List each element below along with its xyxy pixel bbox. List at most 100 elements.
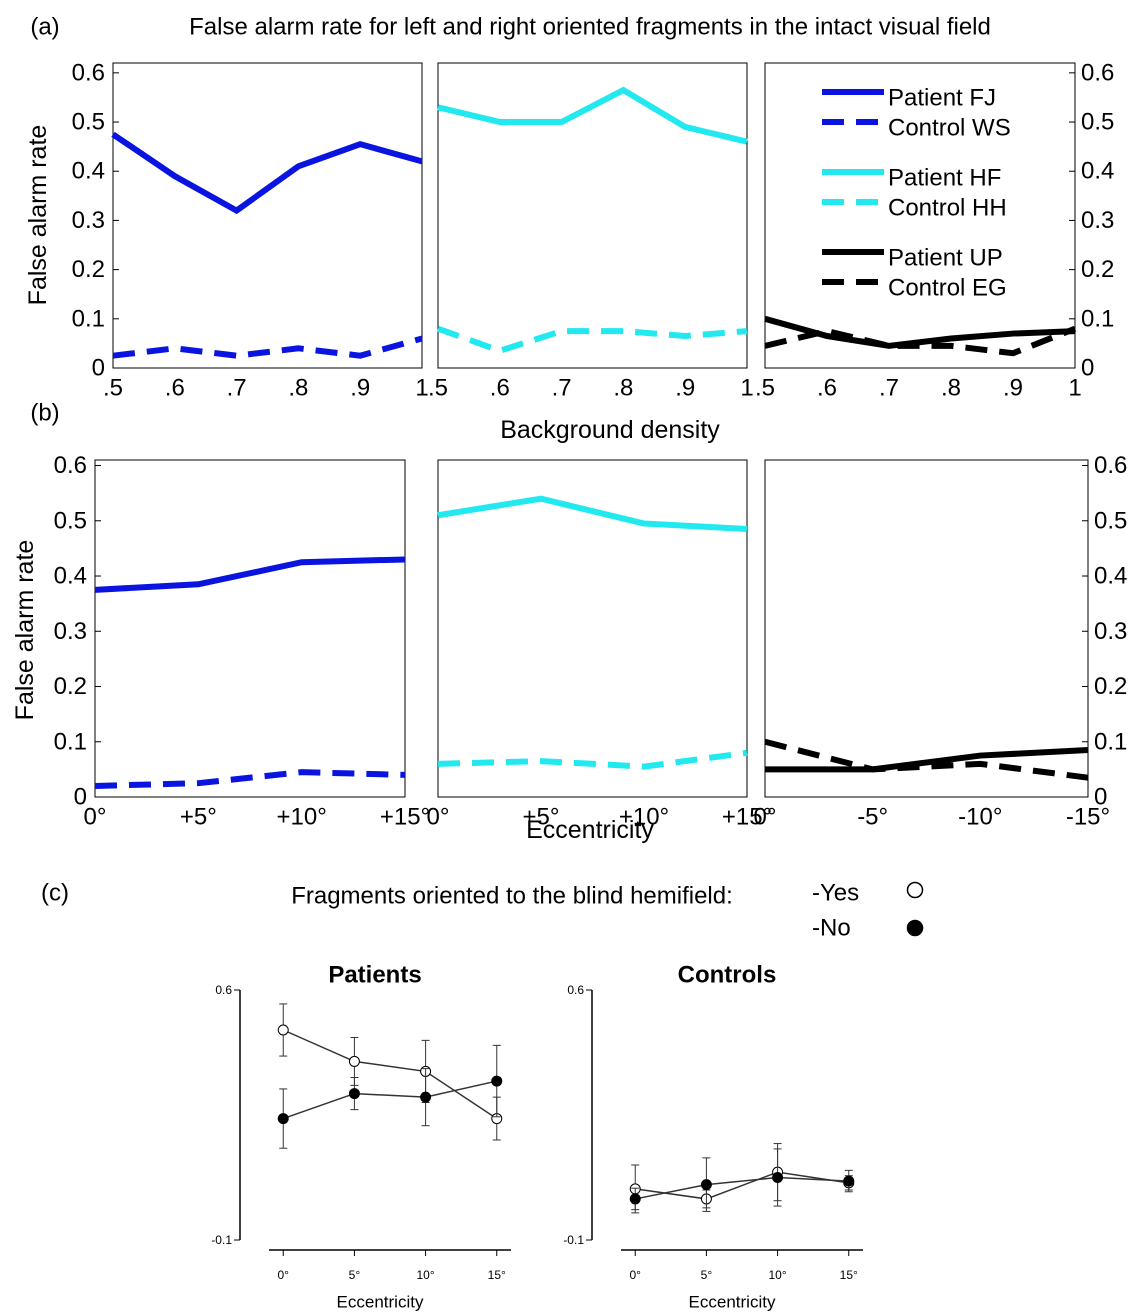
x-tick-label: 0° (754, 804, 777, 831)
y-tick-label: -0.1 (211, 1233, 232, 1247)
x-tick-label: 5° (701, 1268, 713, 1282)
point (843, 1175, 855, 1187)
x-tick-label: +15° (722, 804, 772, 831)
x-tick-label: 1 (740, 375, 753, 402)
y-tick-label: 0.6 (1081, 59, 1114, 86)
chart-title: Patients (328, 962, 421, 989)
legend-marker (906, 881, 924, 899)
x-axis-label: Eccentricity (337, 1293, 424, 1312)
x-tick-label: .7 (879, 375, 899, 402)
y-tick-label: 0.2 (72, 256, 105, 283)
series-line (437, 86, 748, 145)
series-line (635, 1171, 849, 1200)
x-tick-label: +5° (523, 804, 560, 831)
x-tick-label: -5° (857, 804, 888, 831)
series-line (437, 495, 748, 533)
x-tick-label: -15° (1066, 804, 1110, 831)
x-tick-label: .8 (613, 375, 633, 402)
y-tick-label: 0.6 (72, 59, 105, 86)
series-line (94, 556, 406, 593)
y-tick-label: 0.6 (215, 983, 232, 997)
y-tick-label: 0.1 (1081, 305, 1114, 332)
x-tick-label: .9 (675, 375, 695, 402)
y-tick-label: 0.3 (1081, 207, 1114, 234)
legend-label: -No (812, 915, 851, 942)
series-line (764, 738, 1089, 781)
x-tick-label: .5 (103, 375, 123, 402)
x-tick-label: .8 (288, 375, 308, 402)
y-tick-label: 0.2 (54, 673, 87, 700)
legend-label: Patient UP (888, 245, 1003, 272)
y-tick-label: 0.6 (567, 983, 584, 997)
series-line (282, 1080, 497, 1120)
chart-title: False alarm rate for left and right orie… (189, 14, 991, 41)
x-tick-label: 10° (417, 1268, 435, 1282)
y-tick-label: 0.3 (1094, 618, 1127, 645)
x-tick-label: .7 (552, 375, 572, 402)
y-tick-label: 0.1 (72, 305, 105, 332)
y-tick-label: 0.4 (54, 563, 87, 590)
legend-label: -Yes (812, 880, 859, 907)
y-tick-label: 0.2 (1094, 673, 1127, 700)
legend-label: Patient HF (888, 165, 1001, 192)
x-axis-label: Eccentricity (526, 816, 654, 844)
x-tick-label: 0° (629, 1268, 641, 1282)
y-tick-label: 0 (92, 355, 105, 382)
y-tick-label: 0.5 (72, 109, 105, 136)
x-tick-label: .5 (755, 375, 775, 402)
plot-frame (764, 62, 1076, 369)
series-line (282, 1029, 498, 1120)
series-line (764, 325, 1077, 357)
y-tick-label: 0.6 (1094, 452, 1127, 479)
legend-label: Control EG (888, 275, 1007, 302)
legend-label: Control HH (888, 195, 1007, 222)
y-tick-label: 0.5 (54, 507, 87, 534)
series-line (94, 769, 406, 789)
x-tick-label: +10° (277, 804, 327, 831)
x-tick-label: 15° (488, 1268, 506, 1282)
y-axis-label: False alarm rate (11, 540, 39, 721)
x-tick-label: .9 (350, 375, 370, 402)
legend-label: Patient FJ (888, 85, 996, 112)
x-tick-label: +15° (380, 804, 430, 831)
series-line (436, 325, 748, 354)
x-tick-label: 10° (769, 1268, 787, 1282)
x-tick-label: 15° (840, 1268, 858, 1282)
point (277, 1113, 289, 1125)
x-tick-label: 1 (1068, 375, 1081, 402)
y-tick-label: 0 (1094, 784, 1107, 811)
y-tick-label: 0.4 (72, 158, 105, 185)
plot-frame (94, 459, 406, 798)
x-tick-label: -10° (958, 804, 1002, 831)
point (348, 1088, 360, 1100)
legend-title: Fragments oriented to the blind hemifiel… (291, 883, 733, 910)
x-tick-label: 0° (277, 1268, 289, 1282)
x-tick-label: +5° (180, 804, 217, 831)
panel-label: (b) (30, 400, 59, 427)
x-tick-label: .6 (165, 375, 185, 402)
series-line (112, 335, 423, 359)
panel-label: (a) (30, 14, 59, 41)
x-tick-label: 0° (427, 804, 450, 831)
x-tick-label: .8 (941, 375, 961, 402)
legend-marker (906, 919, 924, 937)
x-tick-label: .6 (817, 375, 837, 402)
x-tick-label: .9 (1003, 375, 1023, 402)
y-tick-label: 0.5 (1094, 507, 1127, 534)
legend-label: Control WS (888, 115, 1011, 142)
point (277, 1024, 289, 1036)
y-tick-label: 0.6 (54, 452, 87, 479)
y-tick-label: 0 (74, 784, 87, 811)
chart-title: Controls (678, 962, 777, 989)
y-tick-label: 0.4 (1094, 563, 1127, 590)
x-tick-label: +10° (619, 804, 669, 831)
y-axis-label: False alarm rate (24, 125, 52, 306)
y-tick-label: 0.5 (1081, 109, 1114, 136)
point (772, 1172, 784, 1183)
plot-frame (112, 62, 423, 369)
x-tick-label: 5° (349, 1268, 361, 1282)
point (491, 1075, 503, 1087)
point (348, 1055, 360, 1067)
x-axis-label: Background density (500, 416, 720, 444)
